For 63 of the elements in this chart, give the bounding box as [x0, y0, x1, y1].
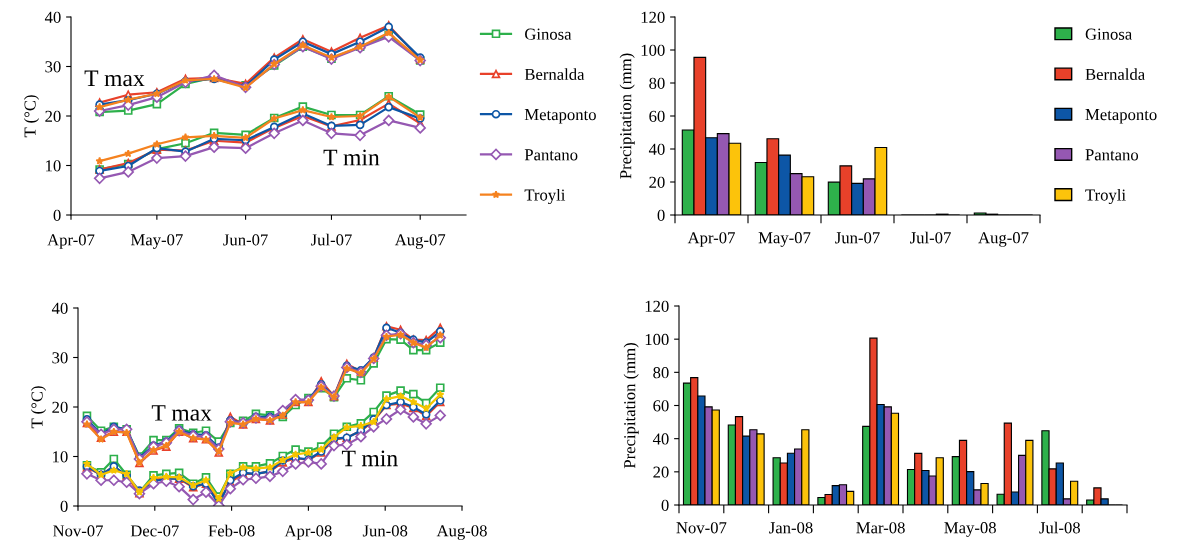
y-tick-label: 20: [45, 110, 61, 122]
legend-label: Metaponto: [1085, 109, 1157, 124]
x-tick-label: Apr-07: [687, 232, 735, 247]
y-tick-label: 30: [45, 61, 61, 73]
y-tick-label: 120: [645, 300, 669, 312]
x-tick-label: Jun-07: [835, 232, 880, 244]
y-tick-label: 0: [53, 209, 61, 221]
x-tick-label: Aug-07: [978, 232, 1029, 247]
x-tick-label: Jul-07: [910, 231, 951, 244]
y-axis-title: Precipitation (mm): [619, 53, 635, 179]
annotation: T max: [151, 405, 212, 421]
x-tick-label: Jul-08: [1039, 521, 1080, 534]
y-tick-label: 10: [46, 160, 61, 172]
y-axis-title: Precipitation (mm): [623, 343, 639, 469]
legend-label: Metaponto: [524, 109, 596, 124]
y-tick-label: 100: [641, 44, 665, 56]
y-tick-label: 0: [60, 500, 68, 512]
x-tick-label: May-08: [944, 522, 996, 537]
x-tick-label: Jun-07: [223, 234, 268, 246]
x-tick-label: Jun-08: [362, 525, 408, 537]
x-tick-label: Feb-08: [208, 524, 255, 537]
y-tick-label: 0: [661, 499, 669, 511]
legend-label: Ginosa: [1085, 28, 1132, 40]
y-tick-label: 60: [649, 110, 665, 122]
x-tick-label: Aug-08: [436, 525, 487, 540]
y-axis-title: T (°C): [23, 95, 40, 138]
x-tick-label: Jan-08: [769, 522, 813, 534]
legend-label: Bernalda: [524, 68, 585, 80]
y-tick-label: 120: [641, 11, 665, 23]
y-tick-label: 40: [652, 433, 669, 445]
x-tick-label: Nov-07: [676, 522, 727, 534]
x-tick-label: Aug-07: [394, 234, 446, 249]
x-tick-label: May-07: [758, 232, 811, 247]
legend-label: Pantano: [1085, 149, 1139, 161]
x-tick-label: Apr-07: [47, 234, 95, 249]
y-tick-label: 20: [653, 466, 669, 478]
annotation: T max: [84, 70, 145, 87]
y-tick-label: 40: [51, 302, 68, 314]
y-tick-label: 20: [52, 401, 68, 413]
y-tick-label: 40: [648, 143, 665, 155]
legend-label: Troyli: [1085, 188, 1126, 205]
legend-label: Ginosa: [525, 28, 572, 40]
legend-label: Troyli: [524, 188, 566, 205]
x-tick-label: Jul-07: [310, 233, 352, 246]
annotation: T min: [341, 450, 398, 467]
annotation: T min: [323, 149, 380, 166]
y-tick-label: 0: [657, 209, 665, 221]
y-tick-label: 80: [649, 77, 665, 89]
y-tick-label: 100: [645, 333, 669, 346]
legend-label: Bernalda: [1085, 68, 1145, 80]
y-tick-label: 40: [44, 11, 61, 23]
x-tick-label: Dec-07: [130, 525, 179, 537]
x-tick-label: Apr-08: [284, 525, 332, 540]
y-axis-title: T (°C): [30, 386, 47, 429]
y-tick-label: 60: [653, 400, 669, 412]
y-tick-label: 80: [653, 367, 669, 379]
x-tick-label: Nov-07: [53, 525, 103, 537]
y-tick-label: 10: [53, 451, 68, 463]
x-tick-label: May-07: [130, 234, 183, 249]
legend-label: Pantano: [524, 149, 578, 161]
x-tick-label: Mar-08: [856, 522, 905, 534]
y-tick-label: 20: [649, 176, 665, 188]
y-tick-label: 30: [52, 352, 68, 364]
